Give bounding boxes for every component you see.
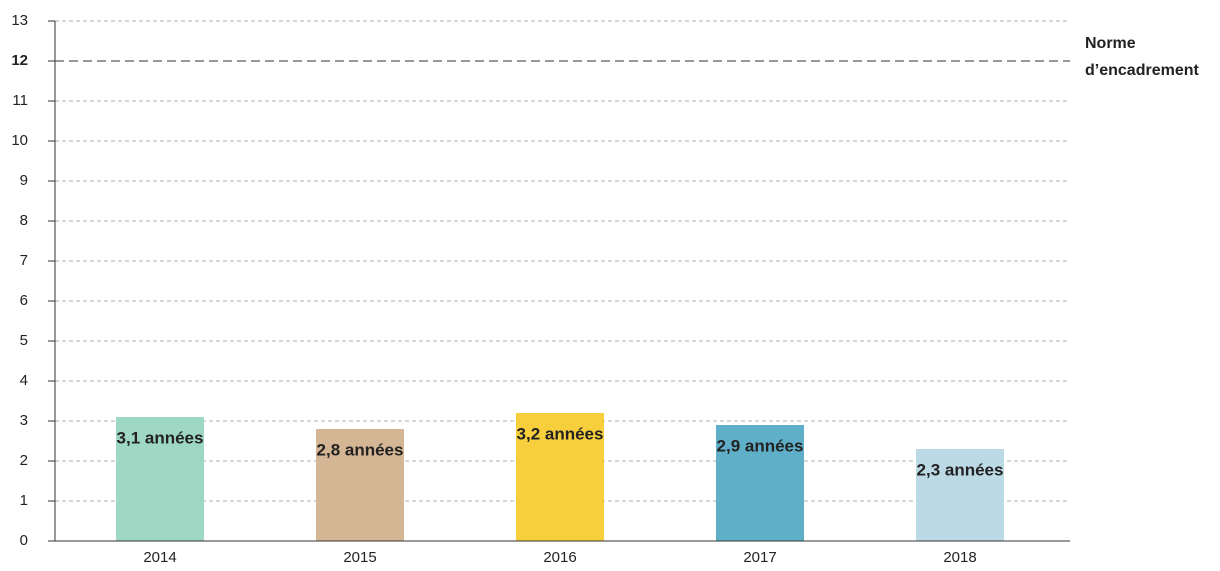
y-tick-label: 12 <box>11 52 28 69</box>
value-label: 2,9 années <box>717 436 804 455</box>
x-tick-label: 2014 <box>143 549 176 566</box>
y-tick-label: 5 <box>20 332 28 349</box>
y-tick-label: 3 <box>20 412 28 429</box>
bar <box>116 417 204 541</box>
value-label: 3,1 années <box>117 428 204 447</box>
bar <box>516 413 604 541</box>
y-tick-label: 8 <box>20 212 28 229</box>
y-tick-label: 1 <box>20 492 28 509</box>
bar <box>716 425 804 541</box>
y-tick-label: 0 <box>20 532 28 549</box>
value-label: 2,3 années <box>917 460 1004 479</box>
bar <box>916 449 1004 541</box>
x-tick-label: 2017 <box>743 549 776 566</box>
y-tick-label: 2 <box>20 452 28 469</box>
y-tick-label: 9 <box>20 172 28 189</box>
y-tick-label: 7 <box>20 252 28 269</box>
y-tick-label: 4 <box>20 372 28 389</box>
y-tick-label: 6 <box>20 292 28 309</box>
y-tick-label: 13 <box>11 12 28 29</box>
reference-label: d’encadrement <box>1085 62 1199 79</box>
x-tick-label: 2018 <box>943 549 976 566</box>
bar <box>316 429 404 541</box>
y-tick-label: 10 <box>11 132 28 149</box>
x-tick-label: 2015 <box>343 549 376 566</box>
value-label: 3,2 années <box>517 424 604 443</box>
reference-label: Norme <box>1085 35 1136 52</box>
x-tick-label: 2016 <box>543 549 576 566</box>
value-label: 2,8 années <box>317 440 404 459</box>
y-tick-label: 11 <box>12 92 28 109</box>
